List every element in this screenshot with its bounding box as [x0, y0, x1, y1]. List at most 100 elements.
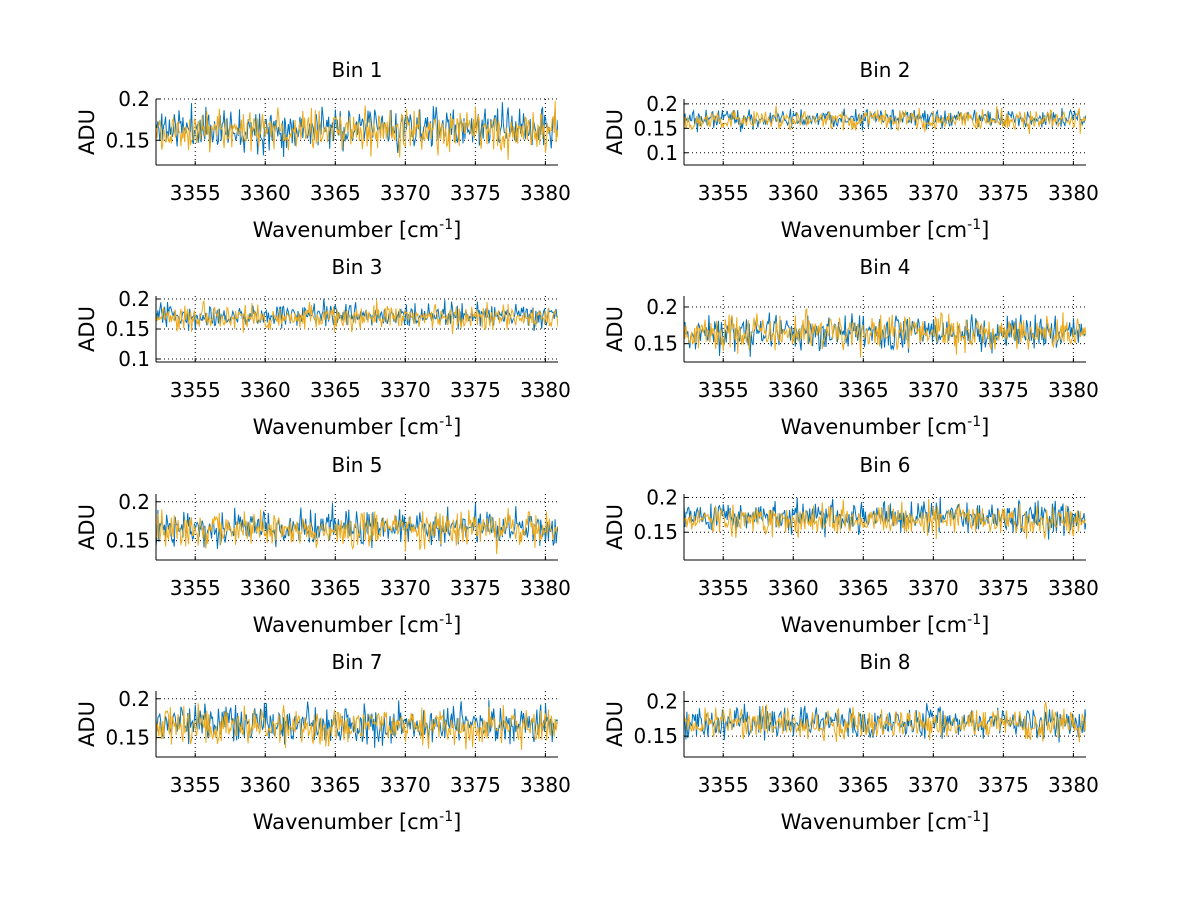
x-tick-label: 3365: [310, 576, 361, 600]
x-tick-label: 3365: [310, 181, 361, 205]
x-tick-label: 3370: [908, 181, 959, 205]
series-line-1: [156, 502, 558, 549]
y-axis-label: ADU: [603, 701, 627, 747]
x-axis-label: Wavenumber [cm-1]: [253, 414, 462, 439]
subplot-bin-3: 3355 3360 3365 3370 3375 3380 0.1 0.15 0.2 Bin 3 A…: [75, 255, 571, 439]
y-tick-label: 0.15: [633, 332, 678, 356]
x-axis-label-text: Wavenumber [cm: [253, 218, 439, 242]
x-tick-label: 3370: [908, 773, 959, 797]
x-axis-label-superscript: -1: [967, 414, 981, 430]
x-tick-label: 3365: [838, 181, 889, 205]
x-tick-label: 3365: [838, 576, 889, 600]
y-axis-label: ADU: [603, 306, 627, 352]
y-tick-label: 0.15: [633, 724, 678, 748]
y-tick-label: 0.2: [646, 689, 678, 713]
x-axis-label-superscript: -1: [439, 612, 453, 628]
x-axis-label-bracket: ]: [981, 415, 989, 439]
y-tick-label: 0.15: [633, 520, 678, 544]
y-axis-label: ADU: [75, 109, 99, 155]
x-tick-label: 3355: [698, 378, 749, 402]
subplot-bin-5: 3355 3360 3365 3370 3375 3380 0.15 0.2 Bin 5 ADU W…: [75, 453, 571, 637]
y-tick-label: 0.1: [118, 347, 150, 371]
x-axis-label-text: Wavenumber [cm: [253, 613, 439, 637]
subplot-title: Bin 2: [859, 58, 910, 82]
x-tick-label: 3360: [768, 773, 819, 797]
y-tick-label: 0.2: [646, 295, 678, 319]
x-tick-label: 3380: [1048, 576, 1099, 600]
subplot-bin-4: 3355 3360 3365 3370 3375 3380 0.15 0.2 Bin 4 ADU W…: [603, 255, 1099, 439]
x-axis-label-text: Wavenumber [cm: [253, 810, 439, 834]
x-axis-label-superscript: -1: [967, 612, 981, 628]
series-line-1: [684, 703, 1086, 743]
x-axis-label-bracket: ]: [981, 613, 989, 637]
x-tick-label: 3355: [698, 773, 749, 797]
x-axis-label: Wavenumber [cm-1]: [253, 612, 462, 637]
y-axis-label: ADU: [603, 504, 627, 550]
subplot-bin-8: 3355 3360 3365 3370 3375 3380 0.15 0.2 Bin 8 ADU W…: [603, 650, 1099, 834]
subplot-bin-7: 3355 3360 3365 3370 3375 3380 0.15 0.2 Bin 7 ADU W…: [75, 650, 571, 834]
x-tick-label: 3360: [240, 378, 291, 402]
x-tick-label: 3365: [838, 773, 889, 797]
subplot-title: Bin 7: [331, 650, 382, 674]
x-axis-label: Wavenumber [cm-1]: [253, 217, 462, 242]
x-axis-label-superscript: -1: [967, 809, 981, 825]
x-tick-label: 3360: [240, 576, 291, 600]
subplot-bin-6: 3355 3360 3365 3370 3375 3380 0.15 0.2 Bin 6 ADU W…: [603, 453, 1099, 637]
x-axis-label-text: Wavenumber [cm: [781, 415, 967, 439]
x-axis-label-bracket: ]: [453, 218, 461, 242]
x-tick-label: 3360: [768, 181, 819, 205]
x-axis-label-superscript: -1: [967, 217, 981, 233]
y-tick-label: 0.2: [118, 87, 150, 111]
x-tick-label: 3380: [1048, 773, 1099, 797]
x-tick-label: 3365: [310, 378, 361, 402]
x-axis-label: Wavenumber [cm-1]: [781, 809, 990, 834]
series-line-2: [684, 105, 1086, 135]
x-tick-label: 3360: [768, 378, 819, 402]
y-tick-label: 0.2: [646, 92, 678, 116]
subplot-title: Bin 5: [331, 453, 382, 477]
x-tick-label: 3370: [380, 181, 431, 205]
x-tick-label: 3360: [240, 181, 291, 205]
x-axis-label: Wavenumber [cm-1]: [781, 414, 990, 439]
x-axis-label-superscript: -1: [439, 414, 453, 430]
x-axis-label-bracket: ]: [453, 415, 461, 439]
x-tick-label: 3370: [380, 576, 431, 600]
x-tick-label: 3355: [698, 181, 749, 205]
x-tick-label: 3370: [380, 773, 431, 797]
x-tick-label: 3360: [768, 576, 819, 600]
x-tick-label: 3360: [240, 773, 291, 797]
x-tick-label: 3375: [450, 378, 501, 402]
y-axis-label: ADU: [603, 109, 627, 155]
x-tick-label: 3355: [170, 378, 221, 402]
x-axis-label: Wavenumber [cm-1]: [781, 612, 990, 637]
x-tick-label: 3355: [698, 576, 749, 600]
subplot-title: Bin 6: [859, 453, 910, 477]
x-tick-label: 3370: [380, 378, 431, 402]
y-axis-label: ADU: [75, 306, 99, 352]
x-tick-label: 3365: [838, 378, 889, 402]
x-tick-label: 3375: [450, 576, 501, 600]
x-tick-label: 3375: [978, 773, 1029, 797]
y-tick-label: 0.15: [105, 317, 150, 341]
y-tick-label: 0.15: [105, 128, 150, 152]
series-line-2: [156, 703, 558, 750]
x-axis-label-superscript: -1: [439, 217, 453, 233]
x-tick-label: 3370: [908, 378, 959, 402]
series-line-2: [156, 100, 558, 160]
subplot-bin-2: 3355 3360 3365 3370 3375 3380 0.10.150.2 Bin 2 A…: [603, 58, 1099, 242]
x-tick-label: 3355: [170, 773, 221, 797]
x-tick-label: 3380: [520, 773, 571, 797]
x-axis-label-superscript: -1: [439, 809, 453, 825]
x-tick-label: 3380: [1048, 378, 1099, 402]
y-tick-label: 0.2: [118, 490, 150, 514]
y-tick-label: 0.2: [118, 687, 150, 711]
subplot-title: Bin 1: [331, 58, 382, 82]
x-axis-label-bracket: ]: [981, 810, 989, 834]
x-axis-label-text: Wavenumber [cm: [253, 415, 439, 439]
x-axis-label-text: Wavenumber [cm: [781, 218, 967, 242]
x-tick-label: 3380: [520, 181, 571, 205]
subplot-title: Bin 8: [859, 650, 910, 674]
x-tick-label: 3380: [1048, 181, 1099, 205]
